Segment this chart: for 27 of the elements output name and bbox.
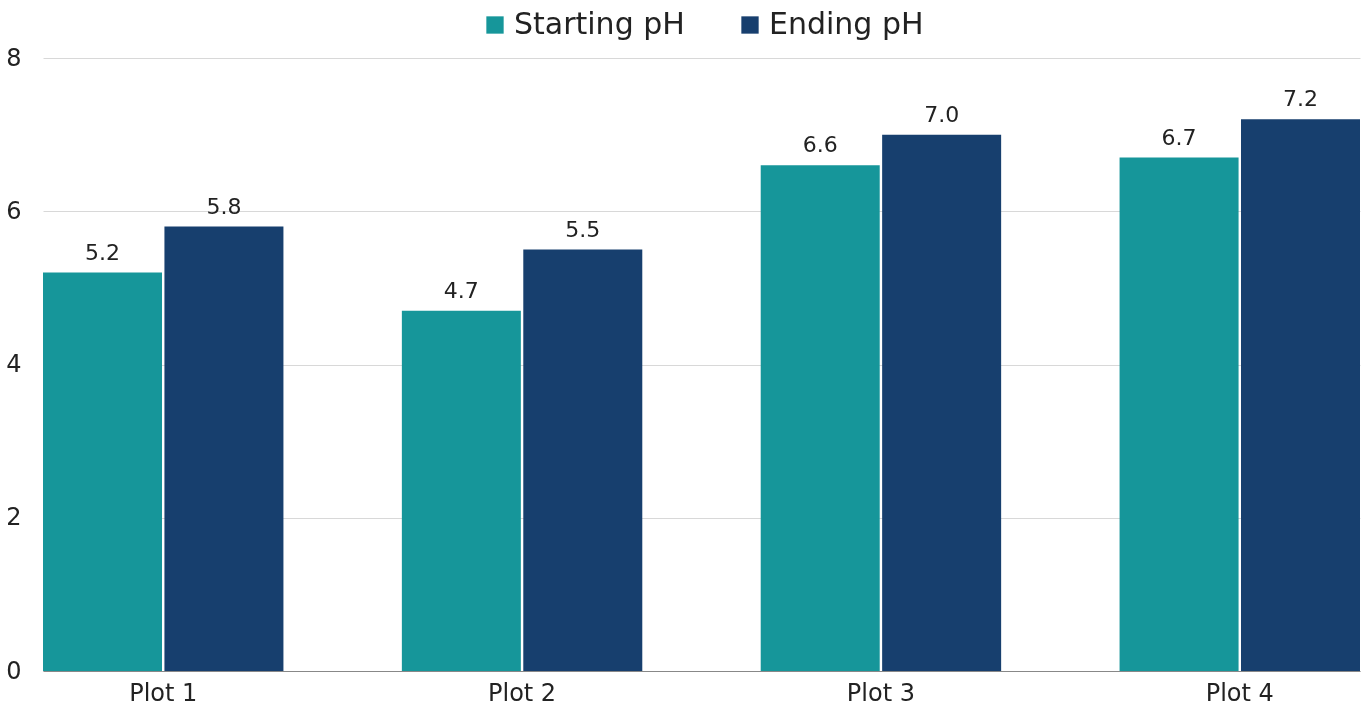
data-label: 5.2: [85, 239, 120, 265]
bar: [882, 134, 1002, 671]
bar: [1241, 119, 1360, 671]
bar: [401, 310, 521, 671]
data-label: 5.5: [565, 216, 601, 242]
x-tick-label: Plot 1: [129, 678, 198, 707]
data-label: 4.7: [443, 277, 479, 303]
x-tick-label: Plot 2: [488, 678, 557, 707]
legend-label: Ending pH: [769, 6, 924, 41]
bar: [1119, 157, 1239, 671]
bar: [43, 272, 162, 671]
y-tick-label: 4: [6, 350, 22, 378]
x-tick-label: Plot 3: [846, 678, 915, 707]
data-label: 6.7: [1161, 124, 1197, 150]
y-tick-label: 6: [6, 196, 22, 225]
bar: [760, 165, 880, 671]
data-label: 6.6: [802, 132, 838, 158]
legend-label: Starting pH: [514, 6, 685, 41]
bar: [164, 226, 284, 671]
x-tick-label: Plot 4: [1205, 678, 1274, 707]
data-label: 7.2: [1283, 86, 1318, 112]
y-tick-label: 0: [6, 656, 22, 685]
y-tick-label: 8: [6, 43, 22, 72]
data-label: 7.0: [924, 101, 960, 127]
data-label: 5.8: [206, 193, 242, 219]
bar: [523, 249, 643, 671]
y-tick-label: 2: [6, 503, 22, 532]
